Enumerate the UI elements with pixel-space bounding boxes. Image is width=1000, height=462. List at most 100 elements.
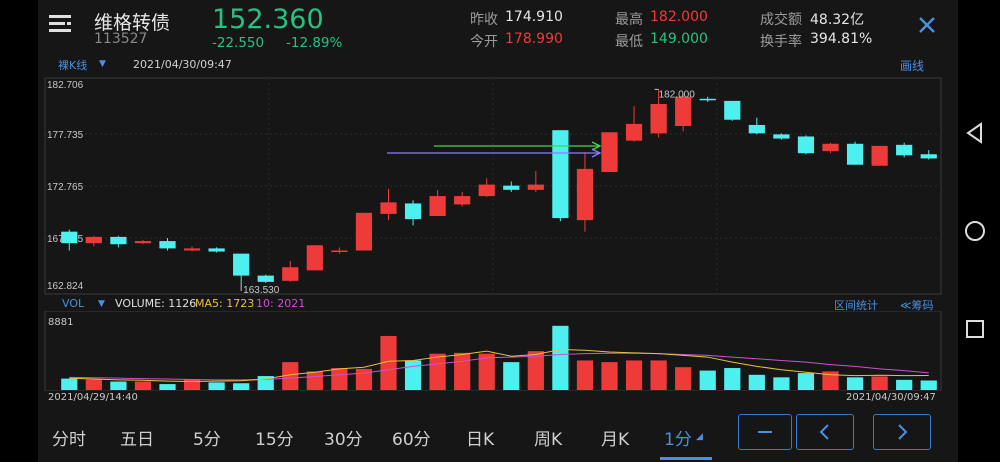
volume-bar — [871, 376, 888, 390]
candle-body — [822, 143, 839, 152]
time-axis-start: 2021/04/29/14:40 — [48, 392, 138, 403]
volume-bar — [208, 382, 225, 390]
close-icon[interactable] — [918, 16, 936, 34]
home-icon[interactable] — [964, 220, 986, 242]
chevron-left-icon — [819, 424, 829, 440]
candle-body — [355, 212, 373, 251]
candle-body — [257, 275, 274, 282]
trend-arrow-green-head — [591, 141, 602, 151]
system-nav-bar — [958, 0, 1000, 462]
scroll-left-button[interactable] — [796, 414, 854, 450]
candle-body — [896, 144, 913, 156]
candle-body — [675, 96, 692, 127]
candle-body — [306, 245, 323, 271]
volume-bar — [404, 360, 422, 390]
tab-30min[interactable]: 30分 — [324, 430, 363, 450]
tab-15min[interactable]: 15分 — [255, 430, 294, 450]
high-label: 最高 — [615, 12, 643, 28]
tab-intraday[interactable]: 分时 — [52, 430, 86, 450]
volume-bar — [650, 360, 667, 390]
volume-chart[interactable] — [38, 311, 958, 391]
candle-body — [454, 196, 471, 205]
app-window: 维格转债 113527 152.360 -22.550 -12.89% 昨收 1… — [38, 0, 958, 462]
candle-body — [527, 184, 544, 190]
draw-button[interactable]: 画线 — [900, 59, 925, 73]
open-label: 今开 — [470, 34, 498, 50]
tab-60min[interactable]: 60分 — [392, 430, 431, 450]
volume-axis-max: 8881 — [48, 317, 74, 328]
security-name: 维格转债 — [94, 12, 171, 34]
turnover-rate-label: 换手率 — [760, 34, 802, 50]
volume-bar — [773, 377, 790, 390]
volume-bar — [159, 384, 176, 390]
tab-monthly[interactable]: 月K — [601, 430, 630, 450]
candle-body — [920, 154, 937, 159]
candle-body — [748, 124, 765, 134]
candle-body — [233, 253, 250, 276]
candle-body — [552, 130, 569, 219]
zoom-out-button[interactable] — [738, 414, 792, 450]
volume-bar — [552, 325, 569, 390]
recents-icon[interactable] — [965, 319, 985, 339]
price-change: -22.550 — [212, 35, 265, 51]
ma5-value: MA5: 1723 — [195, 297, 255, 310]
candle-body — [724, 100, 741, 120]
chips-button[interactable]: ≪筹码 — [900, 299, 934, 312]
candlestick-chart[interactable]: 182.706177.735172.765167.795162.824182.0… — [38, 73, 958, 295]
tab-five-day[interactable]: 五日 — [120, 430, 154, 450]
volume-bar — [183, 379, 201, 390]
ma10-line — [69, 352, 929, 381]
candle-body — [846, 143, 864, 165]
candle-body — [208, 248, 225, 252]
volume-bar — [355, 368, 373, 390]
candle-body — [61, 231, 78, 244]
turnover-value: 48.32亿 — [810, 12, 865, 28]
period-dropdown-icon[interactable]: ◢ — [696, 432, 703, 442]
price-axis-label: 172.765 — [47, 182, 84, 193]
volume-frame — [44, 311, 942, 391]
menu-icon[interactable] — [48, 12, 74, 38]
volume-bar — [576, 360, 594, 390]
volume-bar — [380, 335, 397, 390]
volume-bar — [478, 353, 495, 390]
volume-bar — [306, 371, 323, 390]
volume-bar — [85, 379, 102, 390]
volume-bar — [822, 371, 839, 390]
candle-body — [110, 236, 127, 245]
volume-bar — [61, 378, 78, 390]
price-change-pct: -12.89% — [286, 35, 343, 51]
candle-body — [159, 241, 176, 249]
candle-body — [773, 134, 790, 139]
candle-body — [380, 202, 397, 214]
volume-bar — [110, 381, 127, 390]
scroll-right-button[interactable] — [873, 414, 931, 450]
price-axis-label: 162.824 — [47, 281, 84, 292]
back-icon[interactable] — [964, 122, 986, 144]
cursor-timestamp: 2021/04/30/09:47 — [133, 58, 232, 71]
candle-body — [331, 250, 348, 252]
volume-bar — [601, 362, 618, 390]
tab-5min[interactable]: 5分 — [193, 430, 221, 450]
candle-body — [871, 145, 888, 166]
volume-bar — [846, 377, 864, 390]
candle-body — [503, 185, 520, 190]
volume-bar — [675, 367, 692, 390]
kline-mode-select[interactable]: 裸K线 — [58, 59, 88, 72]
interval-stats-button[interactable]: 区间统计 — [834, 299, 878, 312]
dropdown-arrow-icon[interactable]: ▼ — [98, 299, 105, 309]
vol-indicator-select[interactable]: VOL — [62, 297, 85, 310]
tab-weekly[interactable]: 周K — [534, 430, 563, 450]
candle-body — [282, 267, 299, 281]
dropdown-arrow-icon[interactable]: ▼ — [99, 59, 106, 69]
volume-bar — [920, 380, 937, 390]
tab-daily[interactable]: 日K — [466, 430, 495, 450]
price-axis-label: 182.706 — [47, 80, 84, 91]
ma5-line — [69, 348, 929, 383]
low-label: 最低 — [615, 34, 643, 50]
tab-1min[interactable]: 1分 — [664, 430, 692, 450]
volume-bar — [233, 383, 250, 390]
ma10-value: 10: 2021 — [256, 297, 306, 310]
volume-bar — [527, 351, 544, 390]
last-price: 152.360 — [212, 4, 324, 35]
volume-bar — [503, 362, 520, 390]
